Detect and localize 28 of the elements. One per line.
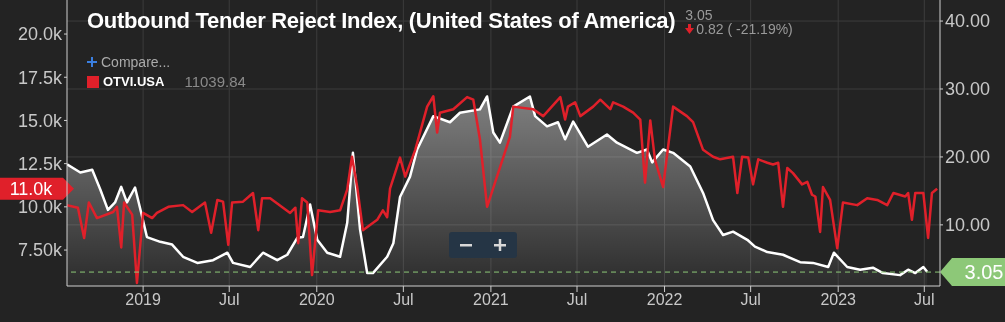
x-tick-label: 2020 [298,291,335,309]
text: 11.0k [9,178,54,199]
chart-title: Outbound Tender Reject Index, (United States of America) [87,8,676,33]
x-tick-label: Jul [219,291,240,309]
y2-tick-label: 40.00 [945,11,991,32]
x-tick-label: Jul [566,291,588,309]
y-tick-label: 12.5k [17,154,63,175]
y2-tick-label: 30.00 [945,79,991,100]
annotation: 0.82 ( -21.19%) [696,21,793,37]
y-tick-label: 10.0k [17,197,63,218]
y-tick-label: 17.5k [17,67,63,88]
x-tick-label: 2021 [473,291,509,309]
y2-tick-label: 10.00 [945,215,991,236]
x-tick-label: 2022 [646,291,683,309]
y2-tick-label: 20.00 [945,147,991,168]
annotation: 11039.84 [184,73,246,90]
x-tick-label: Jul [740,291,761,309]
x-tick-label: Jul [393,291,414,309]
annotation: 3.05 [685,7,714,23]
y-tick-label: 20.0k [17,24,63,45]
y-tick-label: 15.0k [17,110,63,131]
ref-line-label: 3.05 [964,261,1004,284]
x-tick-label: 2023 [820,291,857,309]
x-tick-label: Jul [914,291,935,309]
x-tick-label: 2019 [125,291,162,309]
y-tick-label: 7.50k [17,240,63,261]
annotation: Compare... [101,54,171,70]
legend-label: OTVI.USA [103,74,165,89]
